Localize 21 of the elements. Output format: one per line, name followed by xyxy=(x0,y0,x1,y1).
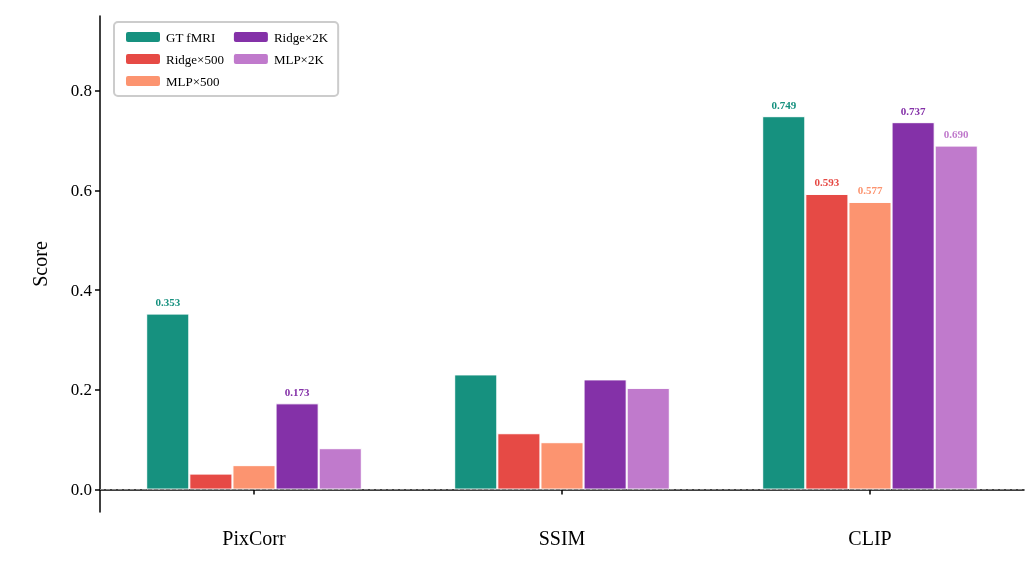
data-label: 0.593 xyxy=(814,176,840,189)
data-label: 0.577 xyxy=(857,184,883,197)
data-label: 0.353 xyxy=(155,296,181,309)
y-tick-label: 0.6 xyxy=(70,180,92,200)
data-label: 0.173 xyxy=(284,385,310,398)
y-axis-title: Score xyxy=(29,241,51,287)
legend-label: MLP×500 xyxy=(166,73,220,89)
legend-label: MLP×2K xyxy=(273,51,325,67)
y-tick-label: 0.2 xyxy=(70,380,92,400)
data-label: 0.690 xyxy=(943,128,970,141)
x-tick-label: PixCorr xyxy=(222,527,287,549)
y-tick-label: 0.8 xyxy=(70,81,92,101)
legend-label: Ridge×2K xyxy=(273,29,329,45)
y-tick-label: 0.4 xyxy=(70,280,93,300)
data-label: 0.737 xyxy=(900,104,926,117)
data-label: 0.749 xyxy=(771,98,797,111)
x-tick-label: CLIP xyxy=(848,527,892,549)
y-tick-label: 0.0 xyxy=(70,480,92,500)
legend-label: Ridge×500 xyxy=(166,51,224,67)
legend-label: GT fMRI xyxy=(166,29,216,45)
x-tick-label: SSIM xyxy=(538,527,586,549)
